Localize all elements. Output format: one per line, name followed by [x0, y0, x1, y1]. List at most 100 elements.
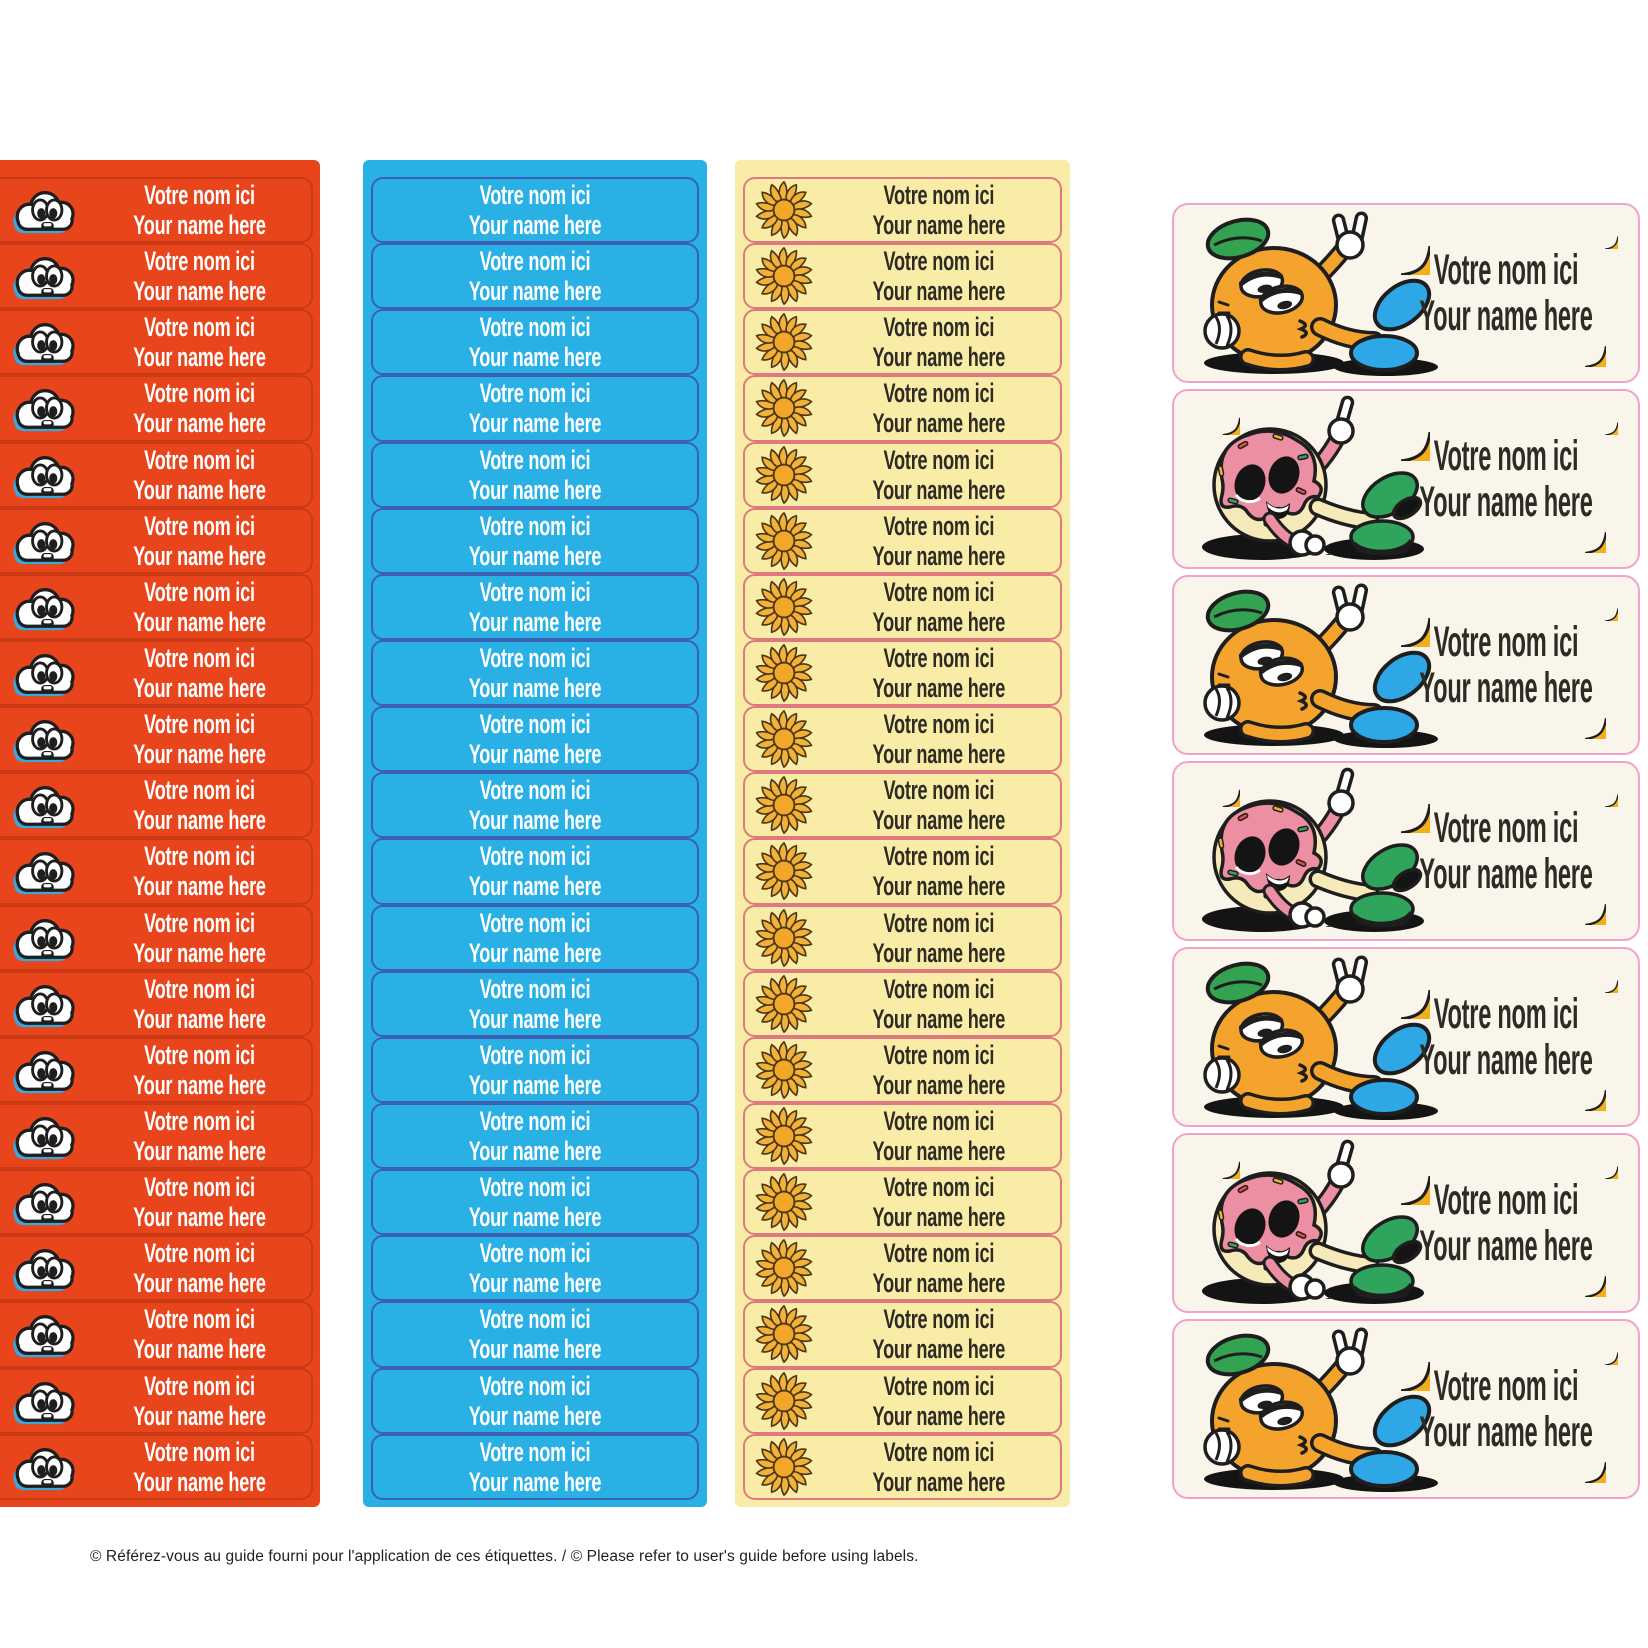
- label-line-en: Your name here: [468, 1466, 602, 1497]
- label-line-en: Your name here: [872, 805, 1006, 836]
- label-line-en: Your name here: [1419, 664, 1593, 712]
- label-line-en: Your name here: [133, 342, 266, 373]
- name-label-yellow: Votre nom ici Your name here: [743, 1102, 1062, 1170]
- name-label-yellow: Votre nom ici Your name here: [743, 573, 1062, 640]
- label-line-fr: Votre nom ici: [883, 1436, 995, 1467]
- cloud-icon: [8, 317, 88, 367]
- name-label-red: Votre nom ici Your name here: [0, 1036, 313, 1103]
- label-line-fr: Votre nom ici: [479, 1106, 591, 1137]
- sun-icon: [755, 511, 815, 570]
- name-label-yellow: Votre nom ici Your name here: [743, 243, 1062, 310]
- name-label-large: Votre nom ici Your name here: [1172, 1319, 1640, 1499]
- label-line-fr: Votre nom ici: [479, 907, 591, 938]
- label-line-fr: Votre nom ici: [479, 643, 591, 674]
- name-label-red: Votre nom ici Your name here: [0, 1235, 313, 1302]
- cloud-icon: [8, 1376, 88, 1426]
- label-line-en: Your name here: [133, 871, 266, 902]
- cloud-icon: [8, 714, 88, 764]
- label-line-en: Your name here: [1419, 292, 1593, 340]
- label-line-en: Your name here: [133, 1466, 266, 1497]
- name-label-red: Votre nom ici Your name here: [0, 507, 313, 574]
- cloud-icon: [8, 913, 88, 963]
- name-label-yellow: Votre nom ici Your name here: [743, 375, 1062, 442]
- sun-icon: [755, 1371, 815, 1430]
- label-line-en: Your name here: [468, 1069, 602, 1100]
- orange-character: [1178, 1325, 1478, 1497]
- name-label-blue: Votre nom ici Your name here: [371, 1235, 699, 1302]
- label-line-en: Your name here: [468, 1136, 602, 1167]
- label-text: Votre nom ici Your name here: [426, 643, 643, 703]
- label-line-en: Your name here: [872, 1003, 1006, 1034]
- name-label-blue: Votre nom ici Your name here: [371, 243, 699, 310]
- label-line-en: Your name here: [872, 1069, 1006, 1100]
- sun-icon: [755, 776, 815, 835]
- label-text: Votre nom ici Your name here: [426, 1371, 643, 1431]
- label-line-en: Your name here: [872, 606, 1006, 637]
- label-line-en: Your name here: [872, 210, 1006, 241]
- label-line-fr: Votre nom ici: [144, 1039, 255, 1070]
- name-label-blue: Votre nom ici Your name here: [371, 1169, 699, 1236]
- sun-icon: [755, 1239, 815, 1298]
- sun-icon: [755, 445, 815, 504]
- label-text: Votre nom ici Your name here: [855, 841, 1019, 901]
- sun-icon: [755, 1305, 815, 1364]
- label-line-fr: Votre nom ici: [883, 643, 995, 674]
- label-line-fr: Votre nom ici: [144, 1106, 255, 1137]
- label-line-fr: Votre nom ici: [144, 709, 255, 740]
- name-label-red: Votre nom ici Your name here: [0, 639, 313, 707]
- name-label-blue: Votre nom ici Your name here: [371, 1036, 699, 1103]
- donut-character: [1178, 1139, 1478, 1311]
- label-line-en: Your name here: [872, 540, 1006, 571]
- label-line-en: Your name here: [468, 1202, 602, 1233]
- label-text: Votre nom ici Your name here: [855, 1172, 1019, 1232]
- sparkle-icon: [1590, 593, 1618, 621]
- label-line-fr: Votre nom ici: [144, 1304, 255, 1335]
- label-text: Votre nom ici Your name here: [426, 1040, 643, 1100]
- orange-character: [1178, 209, 1478, 381]
- label-text: Votre nom ici Your name here: [125, 709, 274, 769]
- name-label-yellow: Votre nom ici Your name here: [743, 639, 1062, 707]
- name-label-red: Votre nom ici Your name here: [0, 573, 313, 640]
- sparkle-icon: [1590, 407, 1618, 435]
- label-line-fr: Votre nom ici: [479, 1304, 591, 1335]
- label-line-en: Your name here: [1419, 1036, 1593, 1084]
- sun-icon: [755, 644, 815, 703]
- name-label-yellow: Votre nom ici Your name here: [743, 1036, 1062, 1103]
- label-text: Votre nom ici Your name here: [855, 1371, 1019, 1431]
- sun-icon: [755, 577, 815, 636]
- label-text: Votre nom ici Your name here: [125, 312, 274, 372]
- label-text: Votre nom ici Your name here: [426, 180, 643, 240]
- cloud-icon: [8, 450, 88, 500]
- label-line-en: Your name here: [468, 937, 602, 968]
- label-line-fr: Votre nom ici: [883, 510, 995, 541]
- label-text: Votre nom ici Your name here: [855, 378, 1019, 438]
- label-line-fr: Votre nom ici: [883, 709, 995, 740]
- name-label-red: Votre nom ici Your name here: [0, 1301, 313, 1368]
- label-text: Votre nom ici Your name here: [426, 246, 643, 306]
- orange-character: [1178, 953, 1478, 1125]
- label-line-en: Your name here: [468, 342, 602, 373]
- label-line-fr: Votre nom ici: [479, 576, 591, 607]
- sparkle-icon: [1590, 1151, 1618, 1179]
- label-text: Votre nom ici Your name here: [125, 577, 274, 637]
- label-line-en: Your name here: [133, 1202, 266, 1233]
- cloud-icon: [8, 251, 88, 301]
- label-line-fr: Votre nom ici: [883, 1172, 995, 1203]
- label-text: Votre nom ici Your name here: [426, 312, 643, 372]
- label-line-en: Your name here: [872, 408, 1006, 439]
- sun-icon: [755, 1173, 815, 1232]
- label-line-fr: Votre nom ici: [883, 1106, 995, 1137]
- label-line-en: Your name here: [133, 1268, 266, 1299]
- label-text: Votre nom ici Your name here: [125, 378, 274, 438]
- name-label-red: Votre nom ici Your name here: [0, 970, 313, 1037]
- label-line-fr: Votre nom ici: [883, 444, 995, 475]
- label-line-fr: Votre nom ici: [479, 180, 591, 211]
- label-line-en: Your name here: [1419, 1222, 1593, 1270]
- label-line-en: Your name here: [468, 474, 602, 505]
- label-line-fr: Votre nom ici: [883, 1039, 995, 1070]
- name-label-yellow: Votre nom ici Your name here: [743, 970, 1062, 1037]
- label-line-en: Your name here: [468, 673, 602, 704]
- label-text: Votre nom ici Your name here: [1419, 391, 1592, 567]
- label-line-en: Your name here: [872, 1268, 1006, 1299]
- label-line-fr: Votre nom ici: [479, 510, 591, 541]
